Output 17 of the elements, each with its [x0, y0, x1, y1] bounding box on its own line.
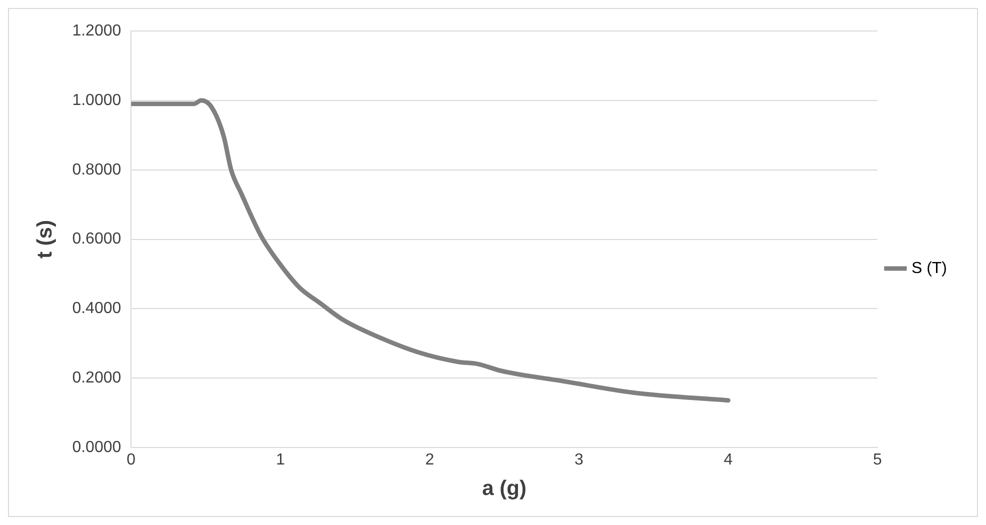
y-tick-label: 1.2000	[72, 22, 122, 40]
y-tick-label: 0.6000	[72, 230, 122, 248]
x-tick-label: 0	[126, 452, 136, 469]
y-axis-title: t (s)	[33, 220, 56, 259]
y-tick-label: 0.4000	[72, 300, 122, 318]
x-tick-label: 5	[873, 452, 882, 469]
y-tick-label: 0.0000	[72, 439, 122, 456]
y-tick-label: 0.2000	[72, 370, 122, 387]
x-axis-title: a (g)	[482, 477, 526, 500]
legend-label: S (T)	[911, 260, 947, 277]
x-tick-label: 3	[574, 452, 584, 469]
x-tick-label: 1	[276, 452, 285, 469]
x-tick-label: 2	[425, 452, 434, 469]
y-tick-label: 0.8000	[72, 161, 122, 178]
line-series	[131, 98, 730, 403]
y-tick-label: 1.0000	[72, 92, 122, 109]
x-tick-label: 4	[724, 452, 733, 469]
